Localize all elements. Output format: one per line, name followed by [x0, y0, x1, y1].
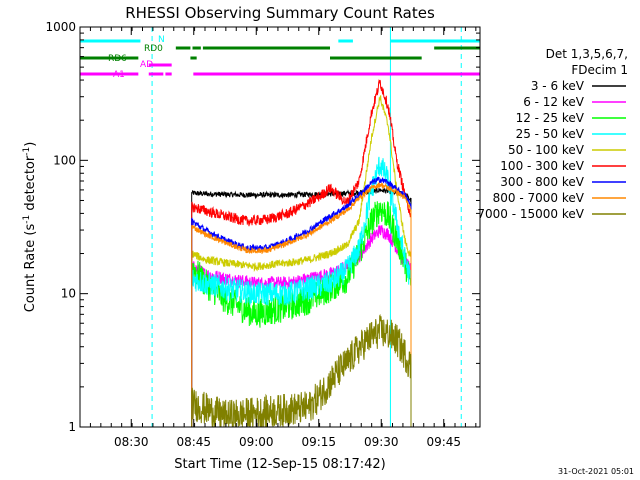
data-series [191, 78, 412, 428]
legend-label-100-300-kev: 100 - 300 keV [500, 159, 584, 173]
y-tick-label-1: 1 [68, 420, 76, 434]
legend-label-300-800-kev: 300 - 800 keV [500, 175, 584, 189]
y-tick-label-10: 10 [61, 287, 76, 301]
y-axis-label-end: ) [23, 142, 38, 147]
legend-title-line1: Det 1,3,5,6,7, [546, 47, 628, 61]
legend-label-6-12-kev: 6 - 12 keV [523, 95, 585, 109]
series-line-50-100-kev [191, 95, 412, 427]
y-axis-label: Count Rate (s-1 detector-1) [22, 142, 38, 313]
x-tick-label-08-30: 08:30 [114, 435, 149, 449]
series-line-100-300-kev [191, 78, 412, 427]
y-tick-label-1000: 1000 [45, 20, 76, 34]
plot-frame [79, 26, 481, 428]
x-axis-label: Start Time (12-Sep-15 08:17:42) [174, 457, 385, 472]
y-tick-label-100: 100 [53, 153, 76, 167]
legend-label-7000-15000-kev: 7000 - 15000 keV [477, 207, 584, 221]
x-tick-label-08-45: 08:45 [176, 435, 211, 449]
series-line-12-25-kev [191, 201, 412, 427]
flag-label-a1: A1 [113, 70, 125, 80]
legend-label-12-25-kev: 12 - 25 keV [516, 111, 585, 125]
legend: Det 1,3,5,6,7, FDecim 1 3 - 6 keV 6 - 12 … [477, 47, 628, 221]
chart-title: RHESSI Observing Summary Count Rates [125, 4, 435, 22]
series-line-800-7000-kev [191, 182, 412, 427]
series-line-300-800-kev [191, 176, 412, 427]
y-axis-label-mid: detector [23, 155, 38, 215]
footer-timestamp: 31-Oct-2021 05:01 [558, 467, 634, 476]
y-axis-label-sup2: -1 [22, 147, 32, 156]
legend-label-50-100-kev: 50 - 100 keV [508, 143, 585, 157]
x-axis-ticks: 08:30 08:45 09:00 09:15 09:30 09:45 [79, 27, 477, 449]
y-axis-ticks: 1 10 100 1000 [45, 20, 480, 434]
legend-title-line2: FDecim 1 [571, 63, 628, 77]
x-tick-label-09-00: 09:00 [239, 435, 274, 449]
y-axis-label-main: Count Rate (s [23, 224, 38, 313]
legend-label-800-7000-kev: 800 - 7000 keV [493, 191, 585, 205]
x-tick-label-09-15: 09:15 [301, 435, 336, 449]
legend-label-25-50-kev: 25 - 50 keV [516, 127, 585, 141]
flag-label-rd0: RD0 [144, 44, 163, 54]
legend-label-3-6-kev: 3 - 6 keV [531, 79, 585, 93]
flag-label-n: N [158, 35, 165, 45]
flag-label-ad: AD [140, 60, 153, 70]
x-tick-label-09-45: 09:45 [426, 435, 461, 449]
series-line-6-12-kev [191, 224, 412, 427]
y-axis-label-sup1: -1 [22, 215, 32, 224]
flag-label-rd6: RD6 [108, 54, 127, 64]
x-tick-label-09-30: 09:30 [364, 435, 399, 449]
series-line-7000-15000-kev [191, 313, 412, 428]
